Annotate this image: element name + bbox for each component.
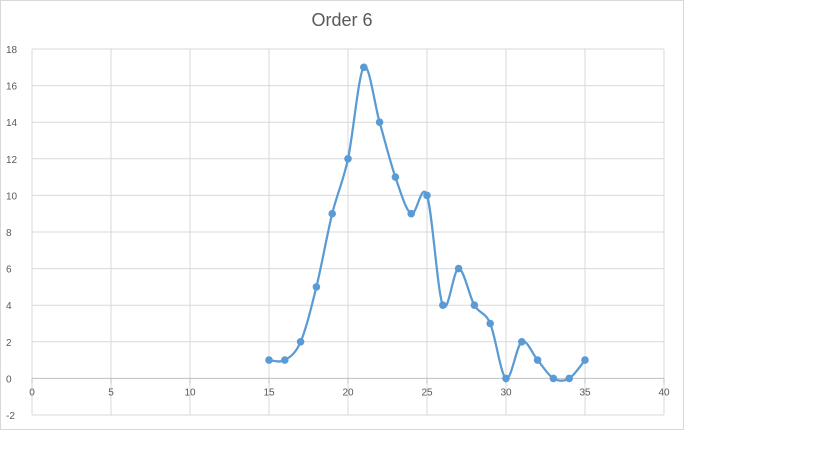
data-point (328, 209, 337, 218)
y-tick-label: 14 (6, 118, 18, 129)
data-point (407, 209, 416, 218)
data-point (281, 356, 289, 364)
x-tick-label: 0 (29, 387, 35, 398)
x-tick-label: 35 (579, 387, 591, 398)
data-point (454, 264, 463, 273)
data-point (470, 301, 479, 310)
y-tick-label: 12 (6, 155, 18, 166)
data-point (549, 374, 558, 383)
data-point (502, 374, 510, 383)
x-tick-label: 10 (184, 387, 196, 398)
series-points (265, 63, 589, 383)
y-tick-label: 10 (6, 191, 18, 202)
x-tick-label: 5 (108, 387, 114, 398)
x-tick-label: 30 (500, 387, 512, 398)
y-tick-label: -2 (6, 411, 15, 422)
chart-area (0, 0, 684, 430)
data-point (423, 191, 431, 200)
data-point (296, 338, 305, 346)
x-tick-label: 40 (658, 387, 670, 398)
data-point (533, 356, 542, 364)
data-point (360, 63, 368, 72)
x-tick-label: 25 (421, 387, 433, 398)
tick-labels: -2 0 2 4 6 8 10 12 14 16 18 0 5 10 15 20 25 30 35 40 (6, 45, 670, 422)
y-tick-label: 6 (6, 265, 12, 276)
y-tick-label: 2 (6, 338, 12, 349)
grid-lines (31, 48, 665, 416)
chart-title: Order 6 (311, 10, 373, 30)
data-point (486, 319, 495, 328)
y-tick-label: 0 (6, 374, 12, 385)
y-tick-label: 18 (6, 45, 18, 56)
data-point (375, 118, 384, 126)
data-point (518, 338, 526, 346)
data-point (344, 155, 352, 163)
y-tick-label: 16 (6, 82, 18, 93)
axes (31, 377, 665, 384)
data-point (265, 356, 273, 364)
data-point (439, 301, 447, 310)
data-point (312, 283, 321, 291)
y-tick-label: 4 (6, 301, 12, 312)
y-tick-label: 8 (6, 228, 12, 239)
x-tick-label: 15 (263, 387, 275, 398)
data-point (391, 173, 400, 181)
data-point (581, 356, 589, 364)
data-point (565, 374, 574, 383)
x-tick-label: 20 (342, 387, 354, 398)
